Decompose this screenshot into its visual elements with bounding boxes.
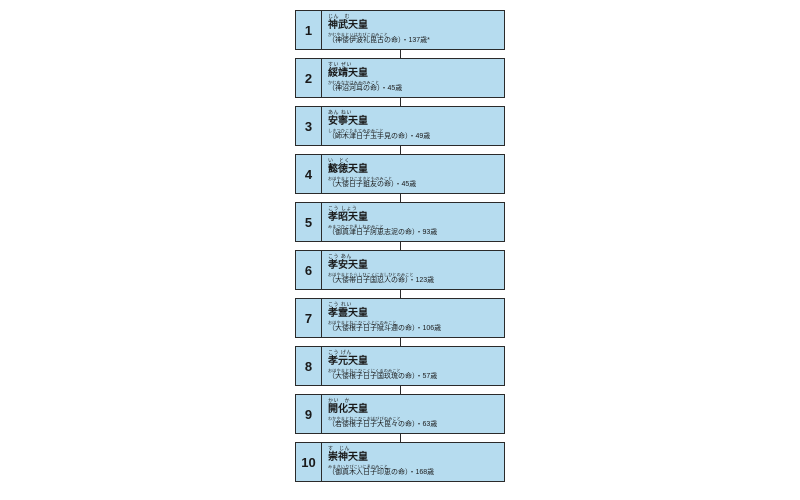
emperor-text-cell: こう げん孝元天皇おほやまとねこひこくにくるのみこと（大倭根子日子国玖琉の命）・…: [322, 347, 504, 385]
emperor-number: 5: [296, 203, 322, 241]
lineage-connector: [400, 434, 401, 442]
emperor-text-cell: す じん崇神天皇みまきいりびこいにゑのみこと（御真木入日子印恵の命）・168歳: [322, 443, 504, 481]
emperor-subtitle: かむやまといはれびこのみこと（神倭伊波礼毘古の命）・137歳*: [328, 33, 498, 46]
emperor-subtitle: わかやまとねこひこおほびびのみこと（若倭根子日子大毘々の命）・63歳: [328, 417, 498, 430]
emperor-name: 綏靖天皇: [328, 68, 498, 80]
emperor-number: 8: [296, 347, 322, 385]
emperor-sub-text: （大倭根子日子国玖琉の命）・57歳: [328, 373, 498, 381]
lineage-connector: [400, 242, 401, 250]
emperor-name: 孝霊天皇: [328, 308, 498, 320]
lineage-connector: [400, 50, 401, 58]
emperor-number: 9: [296, 395, 322, 433]
emperor-node: 5こう しょう孝昭天皇みまつひこかゑしねのみこと（御真津日子訶恵志泥の命）・93…: [295, 202, 505, 242]
emperor-sub-text: （若倭根子日子大毘々の命）・63歳: [328, 421, 498, 429]
emperor-node: 10す じん崇神天皇みまきいりびこいにゑのみこと（御真木入日子印恵の命）・168…: [295, 442, 505, 482]
emperor-subtitle: おほやまとたらしひこくにおしひとのみこと（大倭帯日子国忍人の命）・123歳: [328, 273, 498, 286]
emperor-node: 8こう げん孝元天皇おほやまとねこひこくにくるのみこと（大倭根子日子国玖琉の命）…: [295, 346, 505, 386]
emperor-node: 6こう あん孝安天皇おほやまとたらしひこくにおしひとのみこと（大倭帯日子国忍人の…: [295, 250, 505, 290]
emperor-title: す じん崇神天皇: [328, 447, 498, 464]
emperor-name: 崇神天皇: [328, 452, 498, 464]
emperor-title: かい か開化天皇: [328, 399, 498, 416]
emperor-text-cell: かい か開化天皇わかやまとねこひこおほびびのみこと（若倭根子日子大毘々の命）・6…: [322, 395, 504, 433]
emperor-number: 7: [296, 299, 322, 337]
lineage-connector: [400, 98, 401, 106]
emperor-sub-text: （大倭日子鉏友の命）・45歳: [328, 181, 498, 189]
emperor-name: 懿徳天皇: [328, 164, 498, 176]
emperor-sub-text: （大倭帯日子国忍人の命）・123歳: [328, 277, 498, 285]
lineage-connector: [400, 290, 401, 298]
lineage-connector: [400, 338, 401, 346]
emperor-subtitle: みまつひこかゑしねのみこと（御真津日子訶恵志泥の命）・93歳: [328, 225, 498, 238]
emperor-subtitle: おほやまとひこすきとものみこと（大倭日子鉏友の命）・45歳: [328, 177, 498, 190]
emperor-name: 安寧天皇: [328, 116, 498, 128]
emperor-text-cell: じん む神武天皇かむやまといはれびこのみこと（神倭伊波礼毘古の命）・137歳*: [322, 11, 504, 49]
emperor-title: こう あん孝安天皇: [328, 255, 498, 272]
emperor-number: 2: [296, 59, 322, 97]
emperor-chain: 1じん む神武天皇かむやまといはれびこのみこと（神倭伊波礼毘古の命）・137歳*…: [295, 10, 505, 482]
emperor-title: こう れい孝霊天皇: [328, 303, 498, 320]
emperor-title: すい ぜい綏靖天皇: [328, 63, 498, 80]
emperor-text-cell: すい ぜい綏靖天皇かむぬなかはみみのみこと（神沼河耳の命）・45歳: [322, 59, 504, 97]
emperor-text-cell: こう しょう孝昭天皇みまつひこかゑしねのみこと（御真津日子訶恵志泥の命）・93歳: [322, 203, 504, 241]
emperor-sub-text: （師木津日子玉手見の命）・49歳: [328, 133, 498, 141]
lineage-connector: [400, 194, 401, 202]
emperor-subtitle: おほやまとねこひこくにくるのみこと（大倭根子日子国玖琉の命）・57歳: [328, 369, 498, 382]
emperor-title: い とく懿徳天皇: [328, 159, 498, 176]
emperor-sub-text: （御真津日子訶恵志泥の命）・93歳: [328, 229, 498, 237]
emperor-name: 神武天皇: [328, 20, 498, 32]
emperor-subtitle: おほやまとねこひこふとにのみこと（大倭根子日子賦斗邇の命）・106歳: [328, 321, 498, 334]
emperor-node: 7こう れい孝霊天皇おほやまとねこひこふとにのみこと（大倭根子日子賦斗邇の命）・…: [295, 298, 505, 338]
emperor-name: 孝昭天皇: [328, 212, 498, 224]
emperor-title: こう しょう孝昭天皇: [328, 207, 498, 224]
emperor-node: 3あん ねい安寧天皇しきつひこたまてみのみこと（師木津日子玉手見の命）・49歳: [295, 106, 505, 146]
emperor-title: あん ねい安寧天皇: [328, 111, 498, 128]
emperor-sub-text: （神倭伊波礼毘古の命）・137歳*: [328, 37, 498, 45]
emperor-title: こう げん孝元天皇: [328, 351, 498, 368]
emperor-text-cell: こう あん孝安天皇おほやまとたらしひこくにおしひとのみこと（大倭帯日子国忍人の命…: [322, 251, 504, 289]
emperor-number: 4: [296, 155, 322, 193]
emperor-node: 9かい か開化天皇わかやまとねこひこおほびびのみこと（若倭根子日子大毘々の命）・…: [295, 394, 505, 434]
emperor-sub-text: （御真木入日子印恵の命）・168歳: [328, 469, 498, 477]
emperor-subtitle: みまきいりびこいにゑのみこと（御真木入日子印恵の命）・168歳: [328, 465, 498, 478]
lineage-connector: [400, 386, 401, 394]
emperor-name: 孝安天皇: [328, 260, 498, 272]
emperor-sub-text: （大倭根子日子賦斗邇の命）・106歳: [328, 325, 498, 333]
emperor-subtitle: しきつひこたまてみのみこと（師木津日子玉手見の命）・49歳: [328, 129, 498, 142]
emperor-subtitle: かむぬなかはみみのみこと（神沼河耳の命）・45歳: [328, 81, 498, 94]
emperor-name: 開化天皇: [328, 404, 498, 416]
emperor-number: 1: [296, 11, 322, 49]
lineage-connector: [400, 146, 401, 154]
emperor-node: 4い とく懿徳天皇おほやまとひこすきとものみこと（大倭日子鉏友の命）・45歳: [295, 154, 505, 194]
emperor-name: 孝元天皇: [328, 356, 498, 368]
emperor-number: 6: [296, 251, 322, 289]
emperor-text-cell: あん ねい安寧天皇しきつひこたまてみのみこと（師木津日子玉手見の命）・49歳: [322, 107, 504, 145]
emperor-text-cell: い とく懿徳天皇おほやまとひこすきとものみこと（大倭日子鉏友の命）・45歳: [322, 155, 504, 193]
emperor-text-cell: こう れい孝霊天皇おほやまとねこひこふとにのみこと（大倭根子日子賦斗邇の命）・1…: [322, 299, 504, 337]
canvas: 1じん む神武天皇かむやまといはれびこのみこと（神倭伊波礼毘古の命）・137歳*…: [0, 0, 800, 500]
emperor-title: じん む神武天皇: [328, 15, 498, 32]
emperor-number: 10: [296, 443, 322, 481]
emperor-node: 1じん む神武天皇かむやまといはれびこのみこと（神倭伊波礼毘古の命）・137歳*: [295, 10, 505, 50]
emperor-node: 2すい ぜい綏靖天皇かむぬなかはみみのみこと（神沼河耳の命）・45歳: [295, 58, 505, 98]
emperor-sub-text: （神沼河耳の命）・45歳: [328, 85, 498, 93]
emperor-number: 3: [296, 107, 322, 145]
